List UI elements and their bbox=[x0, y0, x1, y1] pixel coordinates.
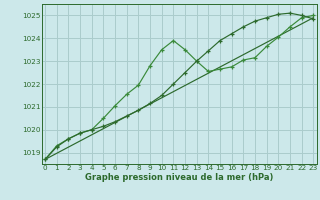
X-axis label: Graphe pression niveau de la mer (hPa): Graphe pression niveau de la mer (hPa) bbox=[85, 173, 273, 182]
